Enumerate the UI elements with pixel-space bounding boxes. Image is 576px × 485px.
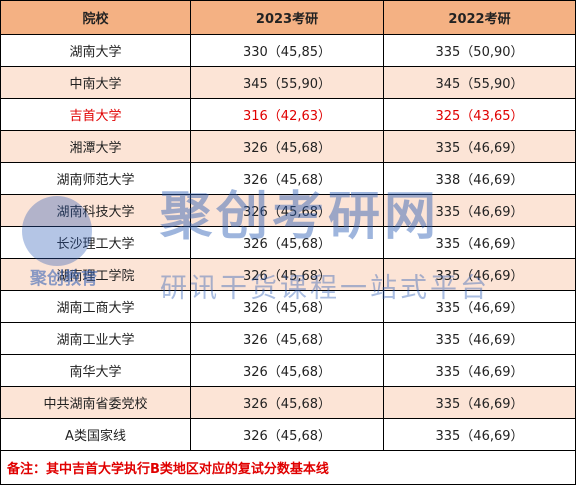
table-cell: 中共湖南省委党校 [0, 386, 191, 419]
note: 备注：其中吉首大学执行B类地区对应的复试分数基本线 [0, 450, 576, 485]
table-cell: 325（43,65） [383, 98, 576, 131]
table-cell: 345（55,90） [190, 66, 384, 99]
table-cell: 南华大学 [0, 354, 191, 387]
table-row: 湘潭大学 326（45,68） 335（46,69） [0, 130, 576, 163]
table-cell: 345（55,90） [383, 66, 576, 99]
table-cell: 335（46,69） [383, 354, 576, 387]
table-cell: 湖南科技大学 [0, 194, 191, 227]
table-row: 湖南理工学院 326（45,68） 335（46,69） [0, 258, 576, 291]
table-row: 中南大学 345（55,90） 345（55,90） [0, 66, 576, 99]
note-row: 备注：其中吉首大学执行B类地区对应的复试分数基本线 [0, 450, 576, 485]
table-cell: 湖南大学 [0, 34, 191, 67]
table-cell: 326（45,68） [190, 162, 384, 195]
table-cell: 326（45,68） [190, 354, 384, 387]
table-cell: 335（46,69） [383, 322, 576, 355]
header-cell: 院校 [0, 0, 191, 35]
table-cell: 湖南理工学院 [0, 258, 191, 291]
table-cell: 326（45,68） [190, 130, 384, 163]
table-row: 湖南工业大学 326（45,68） 335（46,69） [0, 322, 576, 355]
table-cell: 335（46,69） [383, 226, 576, 259]
table-row: 湖南大学 330（45,85） 335（50,90） [0, 34, 576, 67]
header-cell: 2023考研 [190, 0, 384, 35]
table-cell: 335（46,69） [383, 386, 576, 419]
table-cell: 335（46,69） [383, 418, 576, 451]
table-cell: 335（50,90） [383, 34, 576, 67]
table-cell: 湖南工商大学 [0, 290, 191, 323]
table-row: 中共湖南省委党校 326（45,68） 335（46,69） [0, 386, 576, 419]
table-cell: 326（45,68） [190, 290, 384, 323]
table-row: 湖南工商大学 326（45,68） 335（46,69） [0, 290, 576, 323]
header-cell: 2022考研 [383, 0, 576, 35]
table-cell: 338（46,69） [383, 162, 576, 195]
table-row: 长沙理工大学 326（45,68） 335（46,69） [0, 226, 576, 259]
table-cell: 326（45,68） [190, 194, 384, 227]
table-cell: 326（45,68） [190, 258, 384, 291]
table-cell: 326（45,68） [190, 418, 384, 451]
table-row: 吉首大学 316（42,63） 325（43,65） [0, 98, 576, 131]
table-cell: 316（42,63） [190, 98, 384, 131]
table-row: A类国家线 326（45,68） 335（46,69） [0, 418, 576, 451]
table-cell: 326（45,68） [190, 226, 384, 259]
header-row: 院校 2023考研 2022考研 [0, 0, 576, 35]
table-cell: 湖南工业大学 [0, 322, 191, 355]
table-cell: 335（46,69） [383, 258, 576, 291]
table-row: 湖南科技大学 326（45,68） 335（46,69） [0, 194, 576, 227]
table-cell: 中南大学 [0, 66, 191, 99]
table-cell: 335（46,69） [383, 130, 576, 163]
table-cell: 326（45,68） [190, 386, 384, 419]
table-cell: 326（45,68） [190, 322, 384, 355]
table-cell: 长沙理工大学 [0, 226, 191, 259]
table-cell: 335（46,69） [383, 194, 576, 227]
table-cell: 吉首大学 [0, 98, 191, 131]
table-row: 南华大学 326（45,68） 335（46,69） [0, 354, 576, 387]
table-row: 湖南师范大学 326（45,68） 338（46,69） [0, 162, 576, 195]
table-cell: 335（46,69） [383, 290, 576, 323]
table-cell: 湘潭大学 [0, 130, 191, 163]
table-cell: 湖南师范大学 [0, 162, 191, 195]
table-cell: 330（45,85） [190, 34, 384, 67]
table-cell: A类国家线 [0, 418, 191, 451]
